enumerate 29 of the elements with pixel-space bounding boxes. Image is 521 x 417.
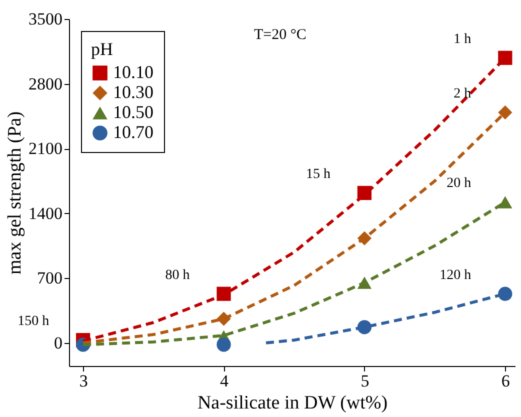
y-tick-label: 3500 [28, 10, 62, 28]
annotation: 2 h [454, 86, 472, 102]
annotation: 150 h [18, 314, 50, 330]
legend-label: 10.30 [113, 82, 154, 102]
legend-title: pH [91, 39, 113, 59]
annotation: 1 h [454, 32, 472, 47]
y-tick-label: 700 [37, 268, 62, 288]
annotation: 15 h [306, 166, 330, 182]
annotation: 80 h [165, 268, 190, 283]
y-axis-title: max gel strength (Pa) [4, 111, 26, 275]
x-tick-label: 5 [360, 372, 370, 390]
x-tick-label: 6 [501, 372, 510, 390]
legend-label: 10.70 [113, 122, 154, 142]
point [498, 286, 512, 301]
y-tick-label: 2800 [28, 74, 62, 94]
annotation: 120 h [440, 268, 472, 283]
x-tick-label: 3 [79, 372, 88, 390]
point [498, 105, 512, 120]
y-tick-label: 1400 [28, 204, 62, 223]
x-tick-label: 4 [220, 372, 230, 390]
annotation: 20 h [446, 176, 472, 192]
legend-label: 10.10 [113, 62, 154, 82]
point [498, 196, 512, 208]
legend-label: 10.50 [113, 102, 154, 122]
x-axis-title: Na-silicate in DW (wt%) [197, 392, 388, 414]
y-tick-label: 0 [54, 333, 62, 352]
point [216, 338, 231, 352]
y-tick-label: 2100 [28, 139, 62, 158]
annotation: T=20 °C [254, 27, 306, 43]
